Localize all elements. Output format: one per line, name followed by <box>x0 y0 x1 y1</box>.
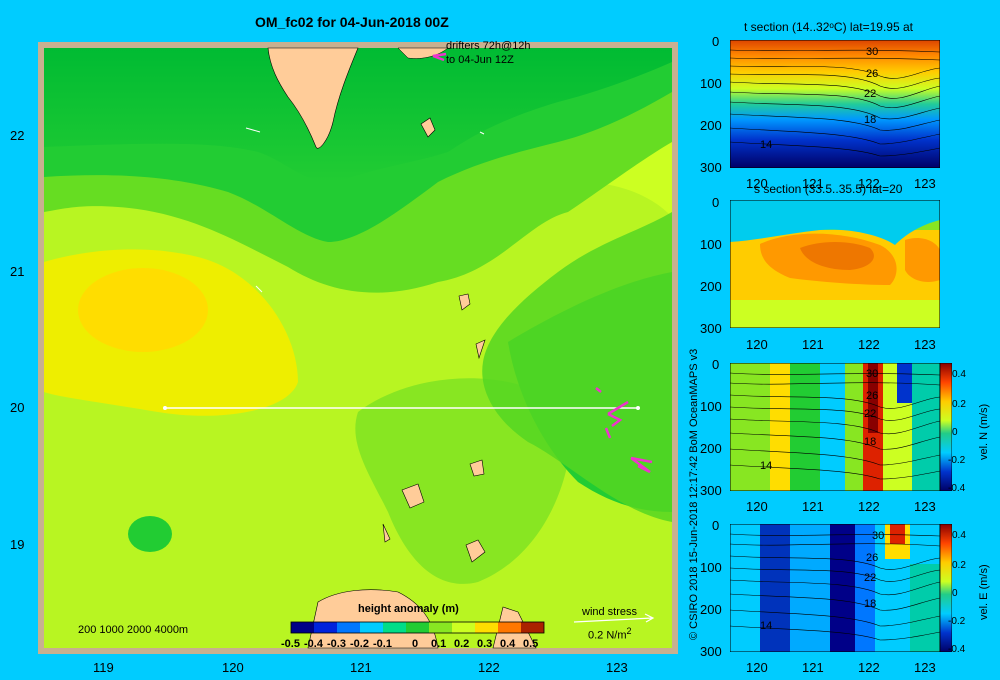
island-6 <box>465 539 486 563</box>
contour-label: 22 <box>864 408 877 420</box>
depth-tick: 0 <box>712 518 720 533</box>
vel-e-colorbar-label: vel. E (m/s) <box>978 564 990 620</box>
anomaly-north-core <box>44 48 672 183</box>
depth-tick: 100 <box>700 76 722 91</box>
lon-tick: 121 <box>350 660 372 675</box>
anomaly-warm-core <box>78 268 208 352</box>
x-tick: 121 <box>802 499 824 514</box>
panel-title-temperature: t section (14..32ᵒC) lat=19.95 at <box>744 20 913 34</box>
depth-tick: 200 <box>700 279 722 294</box>
depth-tick: 100 <box>700 399 722 414</box>
credit-text: © CSIRO 2018 15-Jun-2018 12:17:42 BoM Oc… <box>688 348 700 640</box>
x-tick: 122 <box>858 660 880 675</box>
land-taiwan <box>267 47 359 149</box>
x-tick: 122 <box>858 176 880 191</box>
lat-tick: 19 <box>10 537 25 552</box>
map-title: OM_fc02 for 04-Jun-2018 00Z <box>255 14 449 30</box>
vel-e-section <box>730 524 940 652</box>
wind-scale-arrow <box>573 613 655 623</box>
island-5 <box>401 483 425 509</box>
x-tick: 120 <box>746 499 768 514</box>
salinity-section <box>730 200 940 328</box>
contour-label: 18 <box>864 598 877 610</box>
contour-label: 14 <box>760 460 773 472</box>
contour-label: 22 <box>864 88 877 100</box>
island-4 <box>469 459 485 477</box>
contour-label: 14 <box>760 620 773 632</box>
x-tick: 121 <box>802 176 824 191</box>
contour-label: 14 <box>760 139 773 151</box>
x-tick: 123 <box>914 499 936 514</box>
depth-tick: 300 <box>700 160 722 175</box>
vel-e-colorbar <box>940 524 952 652</box>
anomaly-green-blob <box>128 516 172 552</box>
lon-tick: 122 <box>478 660 500 675</box>
depth-tick: 300 <box>700 483 722 498</box>
depth-tick: 200 <box>700 441 722 456</box>
depth-tick: 0 <box>712 357 720 372</box>
lon-tick: 123 <box>606 660 628 675</box>
vel-n-colorbar <box>940 363 952 491</box>
x-tick: 122 <box>858 499 880 514</box>
wind-scale-label: 0.2 N/m2 <box>588 626 632 642</box>
x-tick: 123 <box>914 337 936 352</box>
section-start-dot <box>163 406 167 410</box>
x-tick: 120 <box>746 660 768 675</box>
temperature-section <box>730 40 940 168</box>
contour-label: 18 <box>864 436 877 448</box>
x-tick: 123 <box>914 176 936 191</box>
drifter-track <box>630 456 653 474</box>
depth-tick: 0 <box>712 34 720 49</box>
x-tick: 120 <box>746 337 768 352</box>
contour-label: 26 <box>866 552 879 564</box>
island-1 <box>420 117 436 138</box>
vel-n-section <box>730 363 940 491</box>
section-end-dot <box>636 406 640 410</box>
contour-label: 18 <box>864 114 877 126</box>
lon-tick: 120 <box>222 660 244 675</box>
depth-tick: 200 <box>700 118 722 133</box>
land-north-edge <box>397 47 449 59</box>
colorbar-title: height anomaly (m) <box>358 603 459 615</box>
x-tick: 121 <box>802 337 824 352</box>
wind-label: wind stress <box>582 606 638 618</box>
drifter-note-date: to 04-Jun 12Z <box>446 54 514 66</box>
wind-arrow <box>255 285 263 293</box>
depth-tick: 100 <box>700 237 722 252</box>
lat-tick: 20 <box>10 400 25 415</box>
wind-arrow <box>479 131 485 135</box>
lat-tick: 21 <box>10 264 25 279</box>
contour-label: 26 <box>866 68 879 80</box>
contour-label: 30 <box>866 368 879 380</box>
contour-label: 30 <box>866 46 879 58</box>
contour-label: 26 <box>866 390 879 402</box>
island-2 <box>458 293 471 311</box>
wind-arrow <box>245 127 261 133</box>
depth-tick: 200 <box>700 602 722 617</box>
depth-tick: 0 <box>712 195 720 210</box>
vel-n-colorbar-label: vel. N (m/s) <box>978 403 990 460</box>
lon-tick: 119 <box>93 660 114 675</box>
depth-tick: 300 <box>700 321 722 336</box>
island-3 <box>475 339 486 360</box>
contour-label: 22 <box>864 572 877 584</box>
anomaly-green-east-outer <box>482 212 672 522</box>
contour-label: 30 <box>872 530 885 542</box>
drifter-track <box>607 400 629 427</box>
drifter-track <box>595 387 612 439</box>
x-tick: 123 <box>914 660 936 675</box>
depth-tick: 100 <box>700 560 722 575</box>
depth-tick: 300 <box>700 644 722 659</box>
x-tick: 122 <box>858 337 880 352</box>
lat-tick: 22 <box>10 128 25 143</box>
x-tick: 121 <box>802 660 824 675</box>
island-7 <box>382 523 391 543</box>
panel-title-salinity: s section (33.5..35.5) lat=20 <box>754 182 903 196</box>
drifter-track <box>432 52 447 62</box>
main-map <box>38 42 678 654</box>
height-colorbar <box>290 621 545 634</box>
depth-legend: 200 1000 2000 4000m <box>78 624 189 636</box>
drifter-note: drifters 72h@12h <box>446 40 531 52</box>
x-tick: 120 <box>746 176 768 191</box>
